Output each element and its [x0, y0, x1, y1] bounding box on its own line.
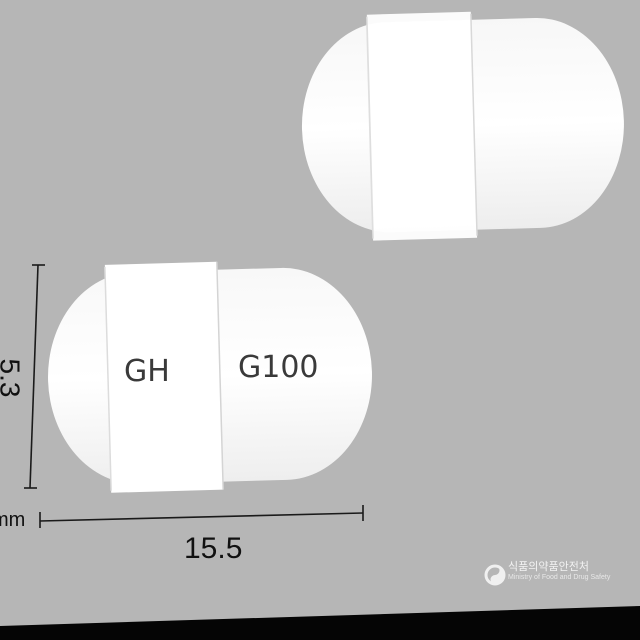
unit-label: mm: [0, 509, 26, 531]
agency-name-korean: 식품의약품안전처: [508, 560, 589, 573]
imprint-right-text: G100: [238, 350, 319, 385]
bottom-shadow-band: [0, 606, 640, 640]
length-label: 15.5: [184, 532, 243, 565]
taegeuk-logo-icon: [484, 564, 506, 586]
imprint-left-text: GH: [124, 354, 170, 389]
height-dimension-line: [24, 264, 45, 489]
agency-logo: 식품의약품안전처 Ministry of Food and Drug Safet…: [484, 556, 614, 600]
length-dimension-line: [39, 505, 364, 528]
pill-front: GH G100: [44, 258, 374, 494]
pill-back: [300, 11, 630, 242]
agency-name-english: Ministry of Food and Drug Safety: [508, 574, 611, 581]
height-label: 5.3: [0, 358, 26, 398]
